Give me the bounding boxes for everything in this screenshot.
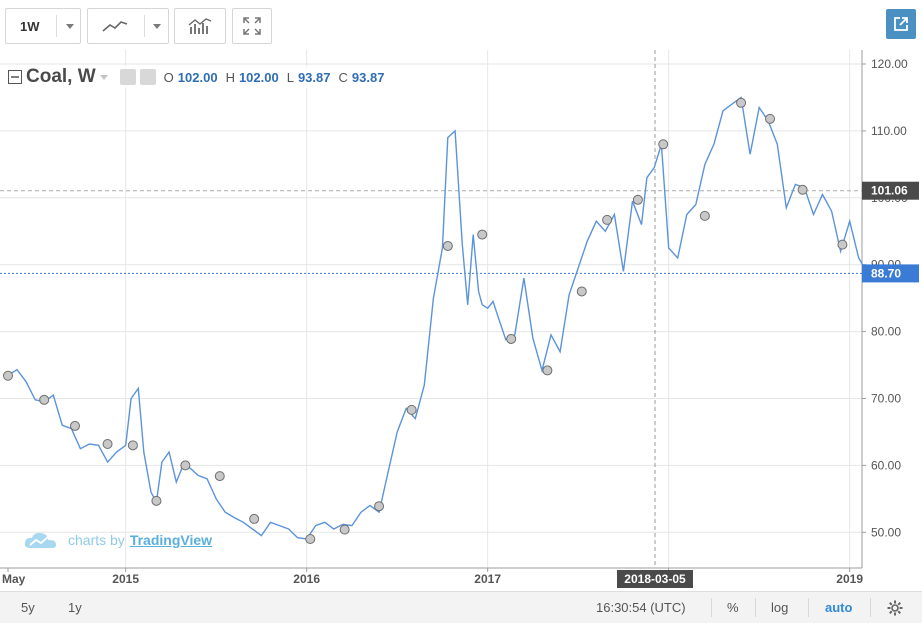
data-point-marker bbox=[69, 420, 80, 431]
chart-footer: 5y 1y 16:30:54 (UTC) % log auto bbox=[0, 591, 922, 623]
high-label: H bbox=[225, 69, 235, 85]
data-point-marker bbox=[477, 229, 488, 240]
indicators-icon bbox=[188, 18, 212, 34]
x-tick-label: 2015 bbox=[112, 572, 139, 586]
data-point-marker bbox=[3, 370, 13, 381]
log-scale-button[interactable]: log bbox=[771, 600, 789, 615]
axis-tags: 101.06 88.70 2018-03-05 bbox=[617, 181, 919, 588]
data-point-marker bbox=[632, 194, 643, 205]
data-point-marker bbox=[214, 471, 225, 482]
series-markers bbox=[3, 97, 848, 544]
data-point-marker bbox=[442, 240, 453, 251]
y-tick-label: 80.00 bbox=[871, 325, 901, 339]
data-point-marker bbox=[658, 139, 669, 150]
data-point-marker bbox=[542, 365, 553, 376]
percent-scale-button[interactable]: % bbox=[727, 600, 739, 615]
data-point-marker bbox=[102, 438, 113, 449]
popout-icon bbox=[894, 17, 908, 31]
divider bbox=[144, 15, 145, 37]
range-1y-button[interactable]: 1y bbox=[68, 600, 82, 615]
chevron-down-icon bbox=[153, 23, 161, 29]
data-point-marker bbox=[180, 460, 191, 471]
y-tick-label: 60.00 bbox=[871, 458, 901, 472]
data-point-marker bbox=[127, 440, 138, 451]
close-label: C bbox=[338, 69, 348, 85]
x-tick-label: 2016 bbox=[293, 572, 320, 586]
interval-select[interactable]: 1W bbox=[5, 8, 81, 44]
watermark-prefix: charts by bbox=[68, 532, 125, 548]
open-value: 102.00 bbox=[177, 69, 218, 85]
divider bbox=[870, 598, 871, 617]
low-label: L bbox=[286, 69, 294, 85]
gear-icon[interactable] bbox=[139, 69, 156, 85]
chart-style-select[interactable] bbox=[87, 8, 169, 44]
last-price-label: 88.70 bbox=[871, 266, 901, 280]
chart-grid bbox=[0, 50, 862, 568]
auto-scale-button[interactable]: auto bbox=[825, 600, 853, 615]
data-point-marker bbox=[602, 214, 613, 225]
symbol-title: Coal, W bbox=[26, 66, 96, 87]
collapse-icon[interactable] bbox=[8, 70, 22, 84]
data-point-marker bbox=[736, 97, 747, 108]
divider bbox=[56, 15, 57, 37]
x-tick-label: 2019 bbox=[836, 572, 863, 586]
data-point-marker bbox=[339, 524, 350, 535]
x-tick-label: May bbox=[2, 572, 26, 586]
watermark-brand-link[interactable]: TradingView bbox=[129, 532, 213, 548]
utc-clock: 16:30:54 (UTC) bbox=[596, 600, 686, 615]
divider bbox=[808, 598, 809, 617]
divider bbox=[755, 598, 756, 617]
data-point-marker bbox=[699, 210, 710, 221]
eye-icon[interactable] bbox=[119, 69, 136, 85]
chevron-down-icon[interactable] bbox=[99, 74, 108, 80]
popout-button[interactable] bbox=[886, 9, 916, 39]
y-tick-label: 110.00 bbox=[871, 124, 907, 138]
range-5y-button[interactable]: 5y bbox=[21, 600, 35, 615]
data-point-marker bbox=[151, 495, 162, 506]
y-tick-label: 50.00 bbox=[871, 525, 901, 539]
data-point-marker bbox=[374, 501, 385, 512]
data-point-marker bbox=[837, 239, 848, 250]
price-chart[interactable]: 120.00110.00100.0090.0080.0070.0060.0050… bbox=[0, 50, 922, 595]
y-tick-label: 120.00 bbox=[871, 57, 908, 71]
divider bbox=[711, 598, 712, 617]
close-value: 93.87 bbox=[351, 69, 385, 85]
gear-icon[interactable] bbox=[887, 600, 903, 616]
data-point-marker bbox=[305, 533, 316, 544]
crosshair-date-tag bbox=[617, 570, 693, 588]
crosshair-date-label: 2018-03-05 bbox=[624, 572, 686, 586]
high-value: 102.00 bbox=[238, 69, 279, 85]
low-value: 93.87 bbox=[297, 69, 331, 85]
crosshair-price-label: 101.06 bbox=[871, 184, 908, 198]
line-chart-icon bbox=[102, 21, 128, 32]
last-price-tag bbox=[862, 264, 919, 283]
interval-label: 1W bbox=[20, 18, 40, 34]
data-point-marker bbox=[506, 333, 517, 344]
data-point-marker bbox=[39, 394, 50, 405]
data-point-marker bbox=[765, 113, 776, 124]
crosshair bbox=[0, 50, 862, 568]
crosshair-price-tag bbox=[862, 181, 919, 200]
y-tick-label: 70.00 bbox=[871, 392, 901, 406]
open-label: O bbox=[163, 69, 174, 85]
data-point-marker bbox=[406, 404, 417, 415]
chart-toolbar: 1W bbox=[0, 0, 922, 50]
chevron-down-icon bbox=[66, 23, 74, 29]
data-point-marker bbox=[249, 513, 260, 524]
chart-legend: Coal, W O 102.00 H 102.00 L 93.87 C 93.8… bbox=[8, 66, 385, 88]
indicators-button[interactable] bbox=[174, 8, 226, 44]
tradingview-watermark[interactable]: charts by TradingView bbox=[24, 530, 212, 550]
fullscreen-icon bbox=[243, 17, 261, 35]
fullscreen-button[interactable] bbox=[232, 8, 272, 44]
cloud-logo-icon bbox=[24, 532, 56, 548]
data-point-marker bbox=[797, 184, 808, 195]
x-tick-label: 2017 bbox=[474, 572, 501, 586]
data-point-marker bbox=[576, 286, 587, 297]
